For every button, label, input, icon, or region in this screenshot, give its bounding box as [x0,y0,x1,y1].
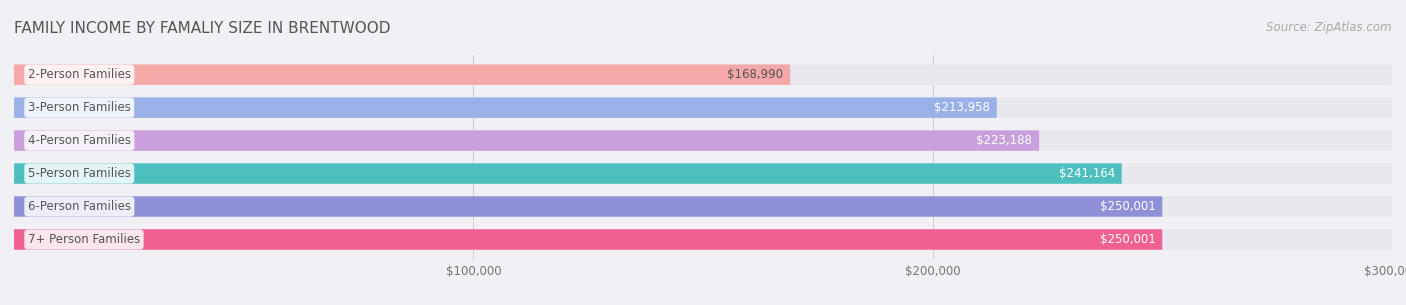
Text: $213,958: $213,958 [934,101,990,114]
FancyBboxPatch shape [14,97,1392,118]
FancyBboxPatch shape [14,64,1392,85]
Text: 2-Person Families: 2-Person Families [28,68,131,81]
Text: $250,001: $250,001 [1099,200,1156,213]
Text: FAMILY INCOME BY FAMALIY SIZE IN BRENTWOOD: FAMILY INCOME BY FAMALIY SIZE IN BRENTWO… [14,21,391,36]
FancyBboxPatch shape [14,229,1163,250]
Text: 5-Person Families: 5-Person Families [28,167,131,180]
Text: 6-Person Families: 6-Person Families [28,200,131,213]
FancyBboxPatch shape [14,64,790,85]
Text: 3-Person Families: 3-Person Families [28,101,131,114]
FancyBboxPatch shape [14,196,1392,217]
FancyBboxPatch shape [14,163,1122,184]
Text: 4-Person Families: 4-Person Families [28,134,131,147]
Text: 7+ Person Families: 7+ Person Families [28,233,141,246]
Text: $241,164: $241,164 [1059,167,1115,180]
FancyBboxPatch shape [14,130,1392,151]
FancyBboxPatch shape [14,163,1392,184]
Text: $223,188: $223,188 [976,134,1032,147]
Text: $250,001: $250,001 [1099,233,1156,246]
Text: Source: ZipAtlas.com: Source: ZipAtlas.com [1267,21,1392,34]
FancyBboxPatch shape [14,196,1163,217]
FancyBboxPatch shape [14,130,1039,151]
FancyBboxPatch shape [14,229,1392,250]
FancyBboxPatch shape [14,97,997,118]
Text: $168,990: $168,990 [727,68,783,81]
